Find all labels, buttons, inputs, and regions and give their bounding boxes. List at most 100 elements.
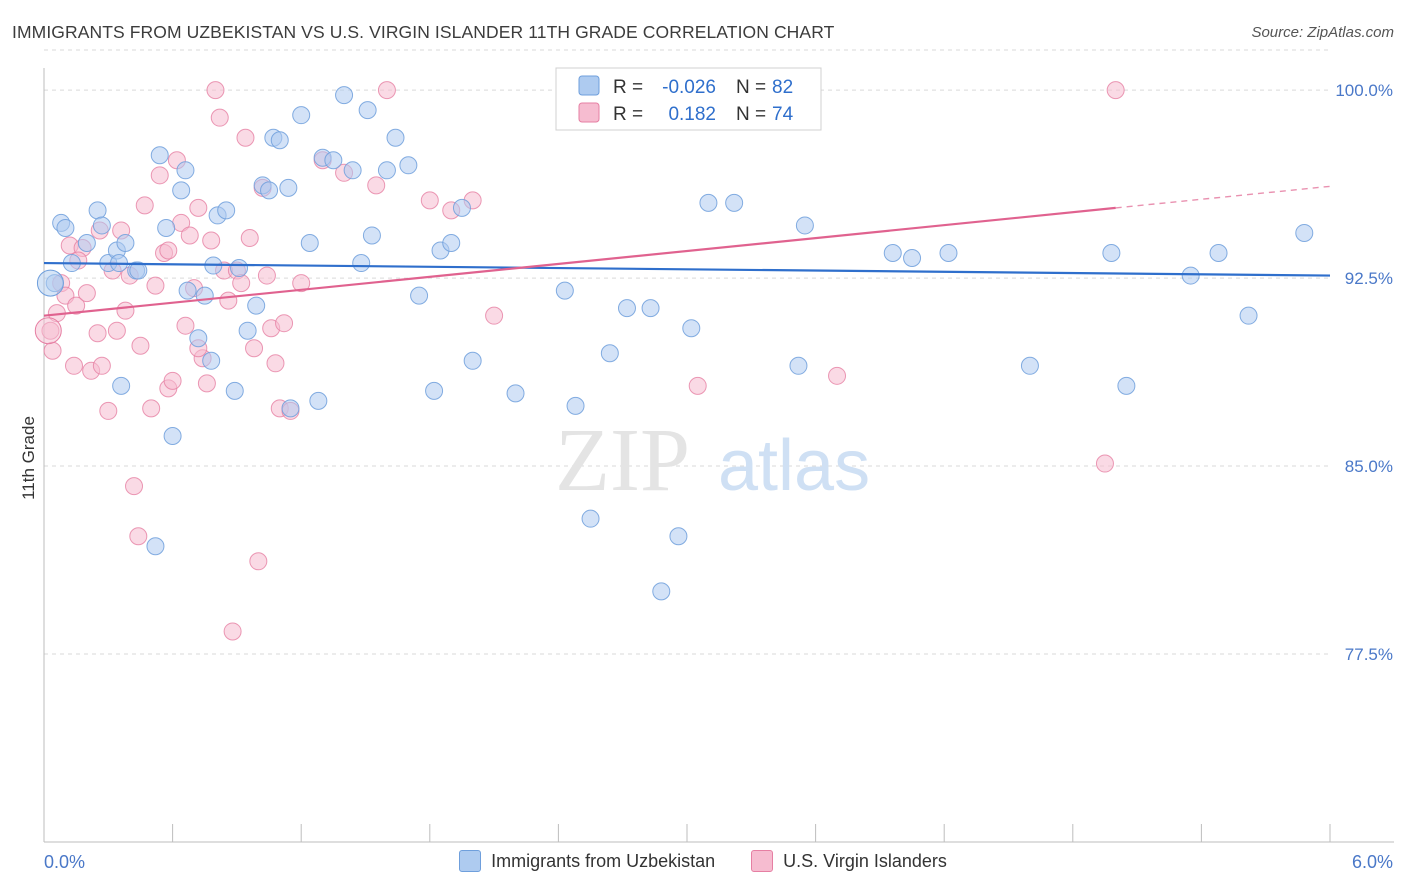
- stats-n-label-1: N =: [736, 77, 766, 98]
- pink-point: [249, 552, 268, 571]
- y-tick-labels: 100.0% 92.5% 85.0% 77.5%: [1335, 81, 1393, 664]
- blue-point: [146, 537, 165, 556]
- pink-point: [202, 231, 221, 250]
- watermark-zip: ZIP: [555, 411, 690, 510]
- blue-point: [309, 391, 328, 410]
- blue-point: [172, 181, 191, 200]
- blue-point: [225, 381, 244, 400]
- blue-point: [281, 399, 300, 418]
- blue-point: [260, 181, 279, 200]
- blue-point: [335, 86, 354, 105]
- blue-point: [56, 218, 75, 237]
- stats-r-label-2: R =: [613, 104, 643, 125]
- pink-point: [223, 622, 242, 641]
- blue-point: [903, 249, 922, 268]
- blue-point: [92, 216, 111, 235]
- blue-point: [641, 299, 660, 318]
- chart-source: Source: ZipAtlas.com: [1251, 24, 1394, 41]
- blue-point: [238, 321, 257, 340]
- blue-point: [324, 151, 343, 170]
- trend-line-virgin-islanders-extension: [1115, 185, 1331, 209]
- blue-point: [1239, 306, 1258, 325]
- pink-point: [1106, 81, 1125, 100]
- pink-point: [176, 316, 195, 335]
- blue-point: [270, 131, 289, 150]
- blue-point: [452, 198, 471, 217]
- pink-point: [257, 266, 276, 285]
- pink-point: [377, 81, 396, 100]
- chart-title: IMMIGRANTS FROM UZBEKISTAN VS U.S. VIRGI…: [12, 22, 835, 42]
- blue-point: [682, 319, 701, 338]
- stats-legend: R = -0.026 N = 82 R = 0.182 N = 74: [555, 67, 822, 131]
- blue-point: [36, 269, 64, 297]
- blue-point: [1209, 244, 1228, 263]
- pink-point: [1095, 454, 1114, 473]
- stats-swatch-blue: [578, 75, 600, 96]
- pink-point: [688, 376, 707, 395]
- blue-point: [699, 193, 718, 212]
- blue-point: [939, 244, 958, 263]
- pink-point: [125, 477, 144, 496]
- pink-point: [367, 176, 386, 195]
- blue-point: [386, 128, 405, 147]
- blue-point: [442, 233, 461, 252]
- blue-point: [581, 509, 600, 528]
- blue-point: [725, 193, 744, 212]
- x-tick-label-min: 0.0%: [44, 852, 85, 872]
- legend-label-uzbekistan: Immigrants from Uzbekistan: [491, 850, 716, 871]
- stats-swatch-pink: [578, 102, 600, 123]
- pink-point: [828, 366, 847, 385]
- pink-point: [116, 301, 135, 320]
- legend-label-virgin-islanders: U.S. Virgin Islanders: [783, 850, 947, 871]
- pink-point: [240, 228, 259, 247]
- pink-point: [131, 336, 150, 355]
- blue-point: [555, 281, 574, 300]
- legend-swatch-pink: [751, 850, 774, 872]
- pink-point: [159, 241, 178, 260]
- pink-point: [219, 291, 238, 310]
- blue-point: [358, 101, 377, 120]
- blue-point: [112, 376, 131, 395]
- pink-point: [99, 401, 118, 420]
- blue-point: [652, 582, 671, 601]
- legend-item-virgin-islanders: U.S. Virgin Islanders: [751, 850, 947, 872]
- pink-point: [275, 314, 294, 333]
- blue-point: [230, 259, 249, 278]
- legend-swatch-blue: [459, 850, 482, 872]
- blue-point: [116, 233, 135, 252]
- blue-point: [292, 106, 311, 125]
- pink-point: [180, 226, 199, 245]
- pink-point: [135, 196, 154, 215]
- blue-point: [795, 216, 814, 235]
- pink-point: [163, 371, 182, 390]
- series-uzbekistan: [36, 81, 1314, 601]
- pink-point: [266, 354, 285, 373]
- x-tick-labels: 0.0% 6.0%: [44, 852, 1393, 872]
- stats-n-label-2: N =: [736, 104, 766, 125]
- blue-point: [279, 178, 298, 197]
- blue-point: [399, 156, 418, 175]
- blue-point: [178, 281, 197, 300]
- blue-point: [189, 329, 208, 348]
- blue-point: [362, 226, 381, 245]
- blue-point: [506, 384, 525, 403]
- blue-point: [157, 218, 176, 237]
- pink-point: [88, 324, 107, 343]
- blue-point: [163, 426, 182, 445]
- blue-point: [247, 296, 266, 315]
- y-tick-label: 100.0%: [1335, 81, 1393, 100]
- blue-point: [600, 344, 619, 363]
- stats-r-value-2: 0.182: [668, 104, 716, 125]
- series-virgin-islanders: [34, 81, 1125, 641]
- axes: [43, 68, 1394, 843]
- pink-point: [420, 191, 439, 210]
- blue-point: [176, 161, 195, 180]
- blue-point: [88, 201, 107, 220]
- stats-r-label-1: R =: [613, 77, 643, 98]
- blue-point: [566, 396, 585, 415]
- pink-point: [292, 274, 311, 293]
- pink-point: [107, 321, 126, 340]
- blue-point: [883, 244, 902, 263]
- pink-point: [150, 166, 169, 185]
- trend-line-uzbekistan: [43, 261, 1331, 277]
